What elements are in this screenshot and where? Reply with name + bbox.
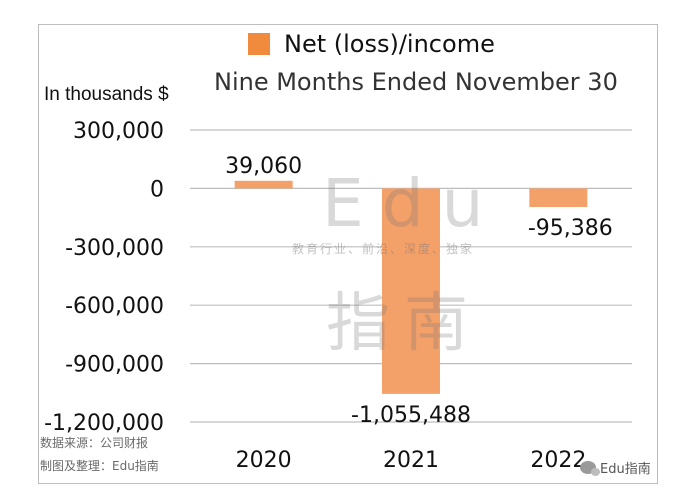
- legend-label: Net (loss)/income: [284, 30, 495, 58]
- watermark-edu: Edu: [322, 165, 502, 242]
- x-tick-label: 2022: [530, 448, 586, 473]
- x-tick-label: 2021: [383, 448, 439, 473]
- wechat-icon: [580, 461, 600, 476]
- bar: [234, 180, 293, 189]
- bar: [382, 188, 440, 394]
- y-tick-label: -300,000: [65, 236, 164, 261]
- y-tick-label: 0: [150, 177, 164, 202]
- brand-badge-label: Edu指南: [600, 462, 651, 477]
- source-note-data: 数据来源：公司财报: [40, 436, 149, 450]
- data-label: 39,060: [225, 154, 302, 179]
- x-tick-label: 2020: [236, 448, 292, 473]
- bar: [529, 188, 588, 207]
- chart-subtitle: Nine Months Ended November 30: [214, 68, 618, 96]
- y-tick-label: -600,000: [65, 294, 164, 319]
- legend: Net (loss)/income: [248, 30, 495, 58]
- watermark-chinese: 指南: [326, 287, 482, 361]
- y-axis-unit-label: In thousands $: [44, 84, 169, 105]
- y-tick-label: -900,000: [65, 353, 164, 378]
- y-tick-label: 300,000: [73, 119, 164, 144]
- chart-frame: [38, 24, 658, 484]
- data-label: -1,055,488: [351, 403, 471, 428]
- y-tick-label: -1,200,000: [44, 411, 164, 436]
- watermark-tagline: 教育行业、前沿、深度、独家: [292, 242, 475, 256]
- legend-swatch: [248, 33, 270, 55]
- source-note-credit: 制图及整理：Edu指南: [40, 459, 159, 473]
- data-label: -95,386: [528, 216, 613, 241]
- brand-badge: Edu指南: [580, 458, 651, 477]
